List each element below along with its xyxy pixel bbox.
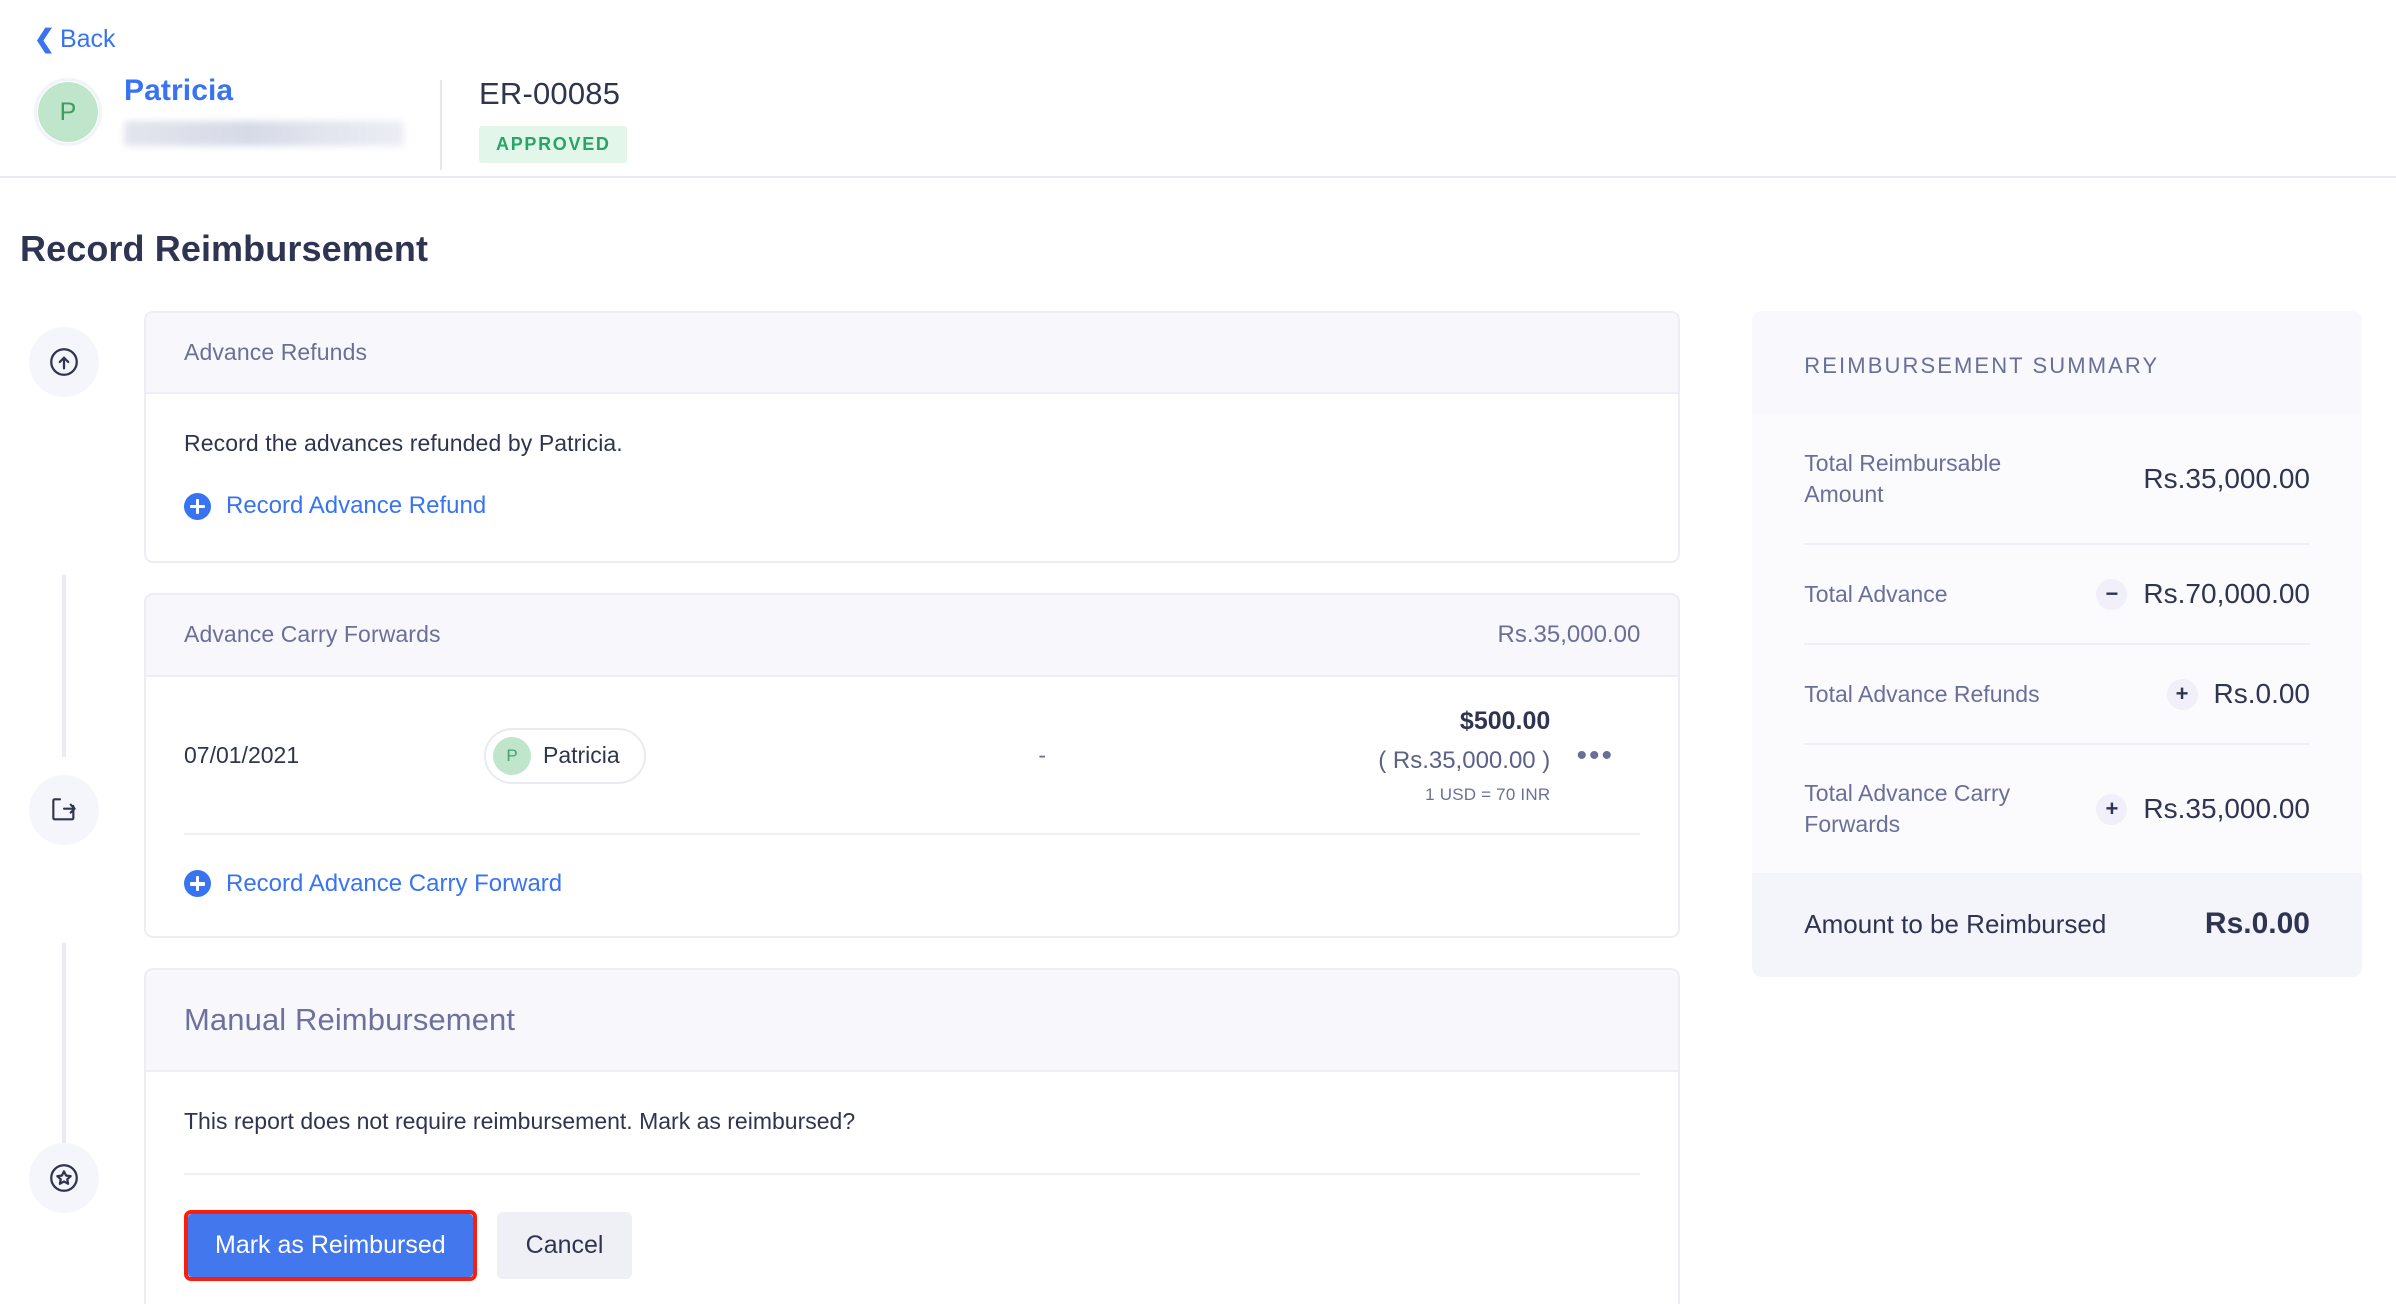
main-column: Advance Refunds Record the advances refu… bbox=[20, 311, 1681, 1304]
row-reference: - bbox=[1038, 742, 1046, 768]
chip-person-name: Patricia bbox=[543, 742, 620, 768]
summary-rows: Total Reimbursable Amount Rs.35,000.00 T… bbox=[1752, 415, 2362, 874]
summary-row-label: Total Advance bbox=[1804, 580, 1948, 607]
advance-carry-forwards-header: Advance Carry Forwards Rs.35,000.00 bbox=[146, 594, 1679, 677]
row-overflow-menu-icon[interactable]: ••• bbox=[1576, 738, 1615, 772]
summary-row-label: Total Advance Carry Forwards bbox=[1804, 780, 2011, 838]
record-advance-refund-link[interactable]: Record Advance Refund bbox=[184, 492, 486, 520]
manual-reimbursement-body: This report does not require reimburseme… bbox=[146, 1072, 1678, 1304]
record-advance-carry-forward-link[interactable]: Record Advance Carry Forward bbox=[184, 870, 562, 898]
summary-row-value-group: + Rs.0.00 bbox=[2166, 678, 2311, 710]
summary-row-value-group: − Rs.70,000.00 bbox=[2096, 578, 2310, 610]
person-block: Patricia bbox=[124, 74, 406, 146]
person-chip[interactable]: P Patricia bbox=[484, 727, 646, 784]
row-date: 07/01/2021 bbox=[184, 742, 300, 768]
summary-row-value: Rs.35,000.00 bbox=[2143, 793, 2310, 825]
reimbursement-summary-card: REIMBURSEMENT SUMMARY Total Reimbursable… bbox=[1752, 311, 2362, 978]
advance-carry-forwards-card: Advance Carry Forwards Rs.35,000.00 07/0… bbox=[144, 592, 1681, 938]
report-number: ER-00085 bbox=[479, 76, 621, 111]
step-carry-forwards bbox=[29, 775, 99, 845]
advance-refunds-title: Advance Refunds bbox=[184, 339, 368, 365]
advance-refunds-body: Record the advances refunded by Patricia… bbox=[146, 394, 1678, 561]
star-badge-icon bbox=[47, 1161, 81, 1195]
manual-reimbursement-actions: Mark as Reimbursed Cancel bbox=[184, 1175, 1640, 1281]
manual-reimbursement-title: Manual Reimbursement bbox=[184, 1002, 516, 1037]
table-row[interactable]: 07/01/2021 P Patricia - $500.00 ( Rs.35,… bbox=[184, 677, 1641, 835]
advance-carry-forwards-total: Rs.35,000.00 bbox=[1497, 620, 1641, 648]
record-advance-carry-forward-label: Record Advance Carry Forward bbox=[226, 869, 563, 897]
advance-refunds-description: Record the advances refunded by Patricia… bbox=[184, 430, 623, 456]
manual-reimbursement-question: This report does not require reimburseme… bbox=[184, 1108, 856, 1134]
chip-avatar: P bbox=[493, 736, 531, 775]
avatar-initial: P bbox=[38, 82, 98, 142]
summary-row-value-group: + Rs.35,000.00 bbox=[2096, 793, 2310, 825]
plus-icon bbox=[184, 870, 211, 897]
plus-icon: + bbox=[2166, 678, 2198, 710]
summary-row-value: Rs.0.00 bbox=[2213, 678, 2311, 710]
manual-reimbursement-header: Manual Reimbursement bbox=[146, 970, 1679, 1072]
report-number-block: ER-00085 APPROVED bbox=[479, 74, 627, 163]
person-name-link[interactable]: Patricia bbox=[124, 74, 234, 107]
summary-row-label: Total Advance Refunds bbox=[1804, 680, 2040, 707]
advance-carry-forwards-title: Advance Carry Forwards bbox=[184, 621, 441, 647]
plus-icon bbox=[184, 492, 211, 520]
cancel-button[interactable]: Cancel bbox=[496, 1212, 633, 1279]
row-person-chip-cell: P Patricia bbox=[484, 727, 904, 784]
summary-column: REIMBURSEMENT SUMMARY Total Reimbursable… bbox=[1752, 311, 2362, 1304]
manual-reimbursement-card: Manual Reimbursement This report does no… bbox=[144, 968, 1681, 1304]
avatar: P bbox=[34, 78, 102, 146]
minus-icon: − bbox=[2096, 578, 2128, 610]
record-advance-refund-label: Record Advance Refund bbox=[226, 492, 487, 519]
mark-as-reimbursed-button[interactable]: Mark as Reimbursed bbox=[188, 1214, 473, 1277]
summary-row-value: Rs.35,000.00 bbox=[2143, 463, 2310, 495]
header-divider bbox=[440, 80, 442, 170]
summary-row-value: Rs.70,000.00 bbox=[2143, 578, 2310, 610]
chevron-left-icon: ❮ bbox=[34, 25, 55, 53]
report-identity-row: P Patricia ER-00085 APPROVED bbox=[34, 74, 2362, 170]
summary-total-row: Amount to be Reimbursed Rs.0.00 bbox=[1752, 873, 2362, 978]
manual-reimbursement-divider bbox=[184, 1173, 1641, 1175]
advance-refunds-card: Advance Refunds Record the advances refu… bbox=[144, 311, 1681, 563]
advance-carry-forwards-body: 07/01/2021 P Patricia - $500.00 ( Rs.35,… bbox=[146, 677, 1678, 937]
back-button[interactable]: ❮ Back bbox=[34, 0, 116, 52]
step-rail bbox=[20, 311, 144, 1304]
row-amount-converted: ( Rs.35,000.00 ) bbox=[1378, 746, 1551, 774]
summary-row-total-advance-carry-forwards: Total Advance Carry Forwards + Rs.35,000… bbox=[1804, 745, 2310, 873]
step-manual-reimbursement bbox=[29, 1143, 99, 1213]
summary-row-total-reimbursable: Total Reimbursable Amount Rs.35,000.00 bbox=[1804, 415, 2310, 546]
row-exchange-rate: 1 USD = 70 INR bbox=[1425, 784, 1551, 804]
summary-title: REIMBURSEMENT SUMMARY bbox=[1804, 353, 2160, 378]
plus-icon: + bbox=[2096, 793, 2128, 825]
summary-row-total-advance-refunds: Total Advance Refunds + Rs.0.00 bbox=[1804, 645, 2311, 746]
summary-row-value-group: Rs.35,000.00 bbox=[2143, 463, 2310, 495]
app-header: ❮ Back P Patricia ER-00085 APPROVED bbox=[0, 0, 2396, 178]
step-advance-refunds bbox=[29, 327, 99, 397]
summary-row-label: Total Reimbursable Amount bbox=[1804, 450, 2002, 508]
row-amount: $500.00 bbox=[1459, 706, 1551, 735]
cards-column: Advance Refunds Record the advances refu… bbox=[144, 311, 1681, 1304]
row-amount-cell: $500.00 ( Rs.35,000.00 ) 1 USD = 70 INR bbox=[1220, 707, 1550, 805]
carry-forward-icon bbox=[48, 794, 80, 826]
summary-total-label: Amount to be Reimbursed bbox=[1804, 908, 2107, 939]
page-body: Advance Refunds Record the advances refu… bbox=[0, 270, 2396, 1304]
rail-connector-2 bbox=[62, 943, 66, 1173]
advance-refunds-header: Advance Refunds bbox=[146, 313, 1679, 394]
advance-refund-icon bbox=[47, 345, 81, 379]
rail-connector-1 bbox=[62, 575, 66, 757]
redacted-email bbox=[124, 121, 404, 146]
summary-total-value: Rs.0.00 bbox=[2204, 907, 2310, 941]
status-badge: APPROVED bbox=[479, 126, 627, 163]
summary-row-total-advance: Total Advance − Rs.70,000.00 bbox=[1804, 545, 2310, 646]
mark-as-reimbursed-highlight: Mark as Reimbursed bbox=[184, 1210, 477, 1281]
back-label: Back bbox=[59, 25, 116, 53]
page-title: Record Reimbursement bbox=[20, 228, 429, 269]
summary-header: REIMBURSEMENT SUMMARY bbox=[1752, 311, 2362, 415]
